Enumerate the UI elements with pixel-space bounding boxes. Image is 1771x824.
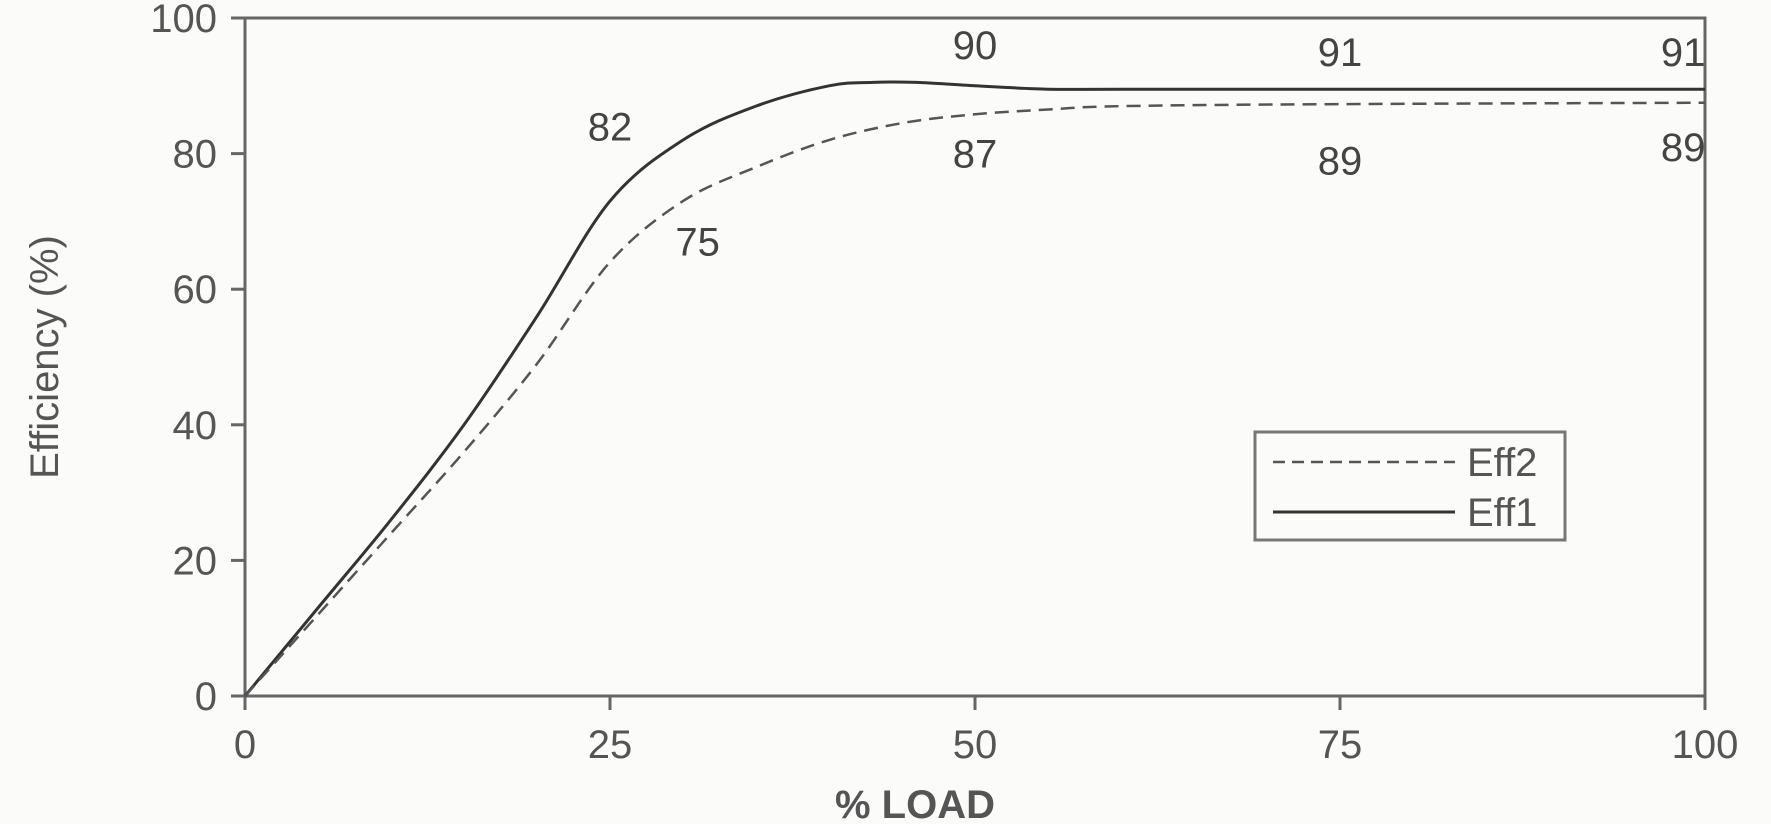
legend-label-eff2: Eff2	[1467, 441, 1537, 485]
data-label: 89	[1661, 126, 1706, 170]
data-label: 75	[675, 221, 720, 265]
x-tick-label: 50	[953, 723, 998, 767]
series-line-eff2	[244, 101, 1706, 697]
y-tick-label: 100	[150, 0, 217, 41]
data-label: 91	[1661, 31, 1706, 75]
y-tick-label: 40	[173, 404, 218, 448]
y-axis-title: Efficiency (%)	[23, 235, 67, 479]
plot-border	[243, 16, 1707, 698]
x-axis: 0 25 50 75 100	[234, 696, 1739, 767]
data-labels: 82 75 90 87 91 89 91 89	[588, 24, 1706, 265]
y-tick-label: 60	[173, 268, 218, 312]
data-label: 82	[588, 105, 633, 149]
data-label: 87	[953, 133, 998, 177]
y-tick-label: 20	[173, 539, 218, 583]
data-label: 90	[953, 24, 998, 68]
y-tick-label: 80	[173, 133, 218, 177]
series-layer	[243, 80, 1706, 697]
x-tick-label: 25	[588, 723, 633, 767]
data-label: 91	[1318, 31, 1363, 75]
y-axis: 0 20 40 60 80 100	[150, 0, 245, 719]
legend-label-eff1: Eff1	[1467, 491, 1537, 535]
x-tick-label: 75	[1318, 723, 1363, 767]
y-tick-label: 0	[195, 675, 217, 719]
x-tick-label: 0	[234, 723, 256, 767]
x-tick-label: 100	[1672, 723, 1739, 767]
legend-box	[1253, 430, 1567, 542]
x-axis-title: % LOAD	[835, 783, 995, 824]
series-line-eff1	[243, 80, 1705, 697]
data-label: 89	[1318, 139, 1363, 183]
plot-frame	[243, 16, 1707, 698]
legend: Eff2 Eff1	[1253, 430, 1567, 542]
